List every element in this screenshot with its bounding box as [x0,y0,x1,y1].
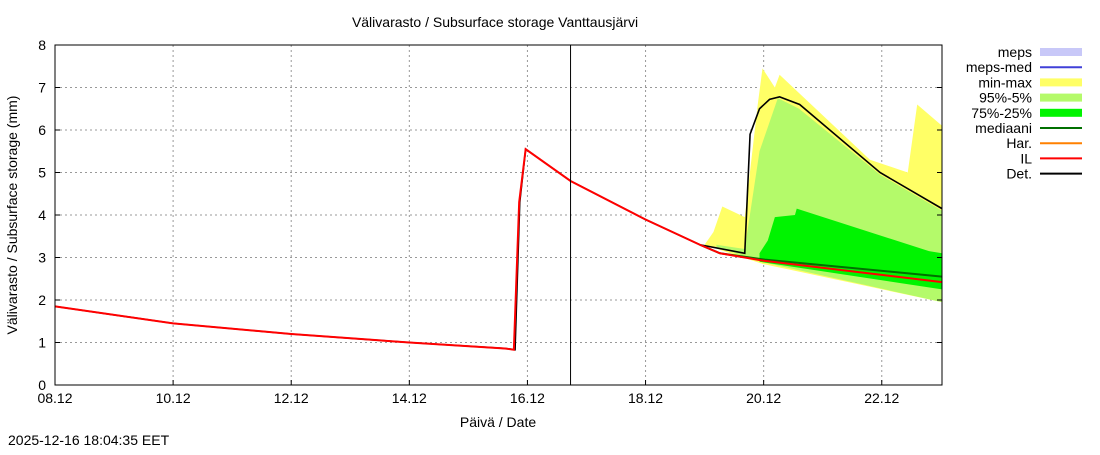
band-7525 [759,208,942,290]
legend-label: min-max [978,74,1032,90]
y-tick-label: 5 [38,165,46,181]
legend-swatch [1040,78,1082,87]
y-tick-label: 0 [38,377,46,393]
legend-label: meps-med [966,59,1032,75]
x-tick-label: 08.12 [37,390,72,406]
legend-label: IL [1020,150,1032,166]
timestamp: 2025-12-16 18:04:35 EET [8,432,170,448]
legend-swatch [1040,108,1082,117]
y-ticks: 0 1 2 3 4 5 6 7 8 [38,37,942,393]
legend-label: Har. [1006,135,1032,151]
y-axis-label: Välivarasto / Subsurface storage (mm) [4,96,20,335]
y-tick-label: 1 [38,335,46,351]
legend-label: 75%-25% [971,105,1032,121]
x-tick-label: 16.12 [510,390,545,406]
legend: mepsmeps-medmin-max95%-5%75%-25%mediaani… [966,44,1082,182]
y-tick-label: 7 [38,80,46,96]
legend-label: Det. [1006,166,1032,182]
x-axis-label: Päivä / Date [460,414,536,430]
legend-label: mediaani [975,120,1032,136]
series-line-il [54,147,943,351]
series-lines [54,96,943,351]
y-tick-label: 2 [38,292,46,308]
x-tick-label: 18.12 [628,390,663,406]
legend-label: meps [998,44,1032,60]
legend-swatch [1040,48,1082,56]
y-tick-label: 8 [38,37,46,53]
x-tick-label: 10.12 [156,390,191,406]
bands [704,68,942,303]
x-tick-label: 14.12 [392,390,427,406]
x-tick-label: 22.12 [864,390,899,406]
legend-label: 95%-5% [979,90,1032,106]
y-tick-label: 3 [38,250,46,266]
y-tick-label: 6 [38,122,46,138]
x-tick-label: 12.12 [274,390,309,406]
x-tick-label: 20.12 [746,390,781,406]
x-ticks: 08.12 10.12 12.12 14.12 16.12 18.12 20.12 22.12 [37,380,899,406]
legend-swatch [1040,93,1082,102]
chart-title: Välivarasto / Subsurface storage Vanttau… [352,14,638,30]
y-tick-label: 4 [38,207,46,223]
